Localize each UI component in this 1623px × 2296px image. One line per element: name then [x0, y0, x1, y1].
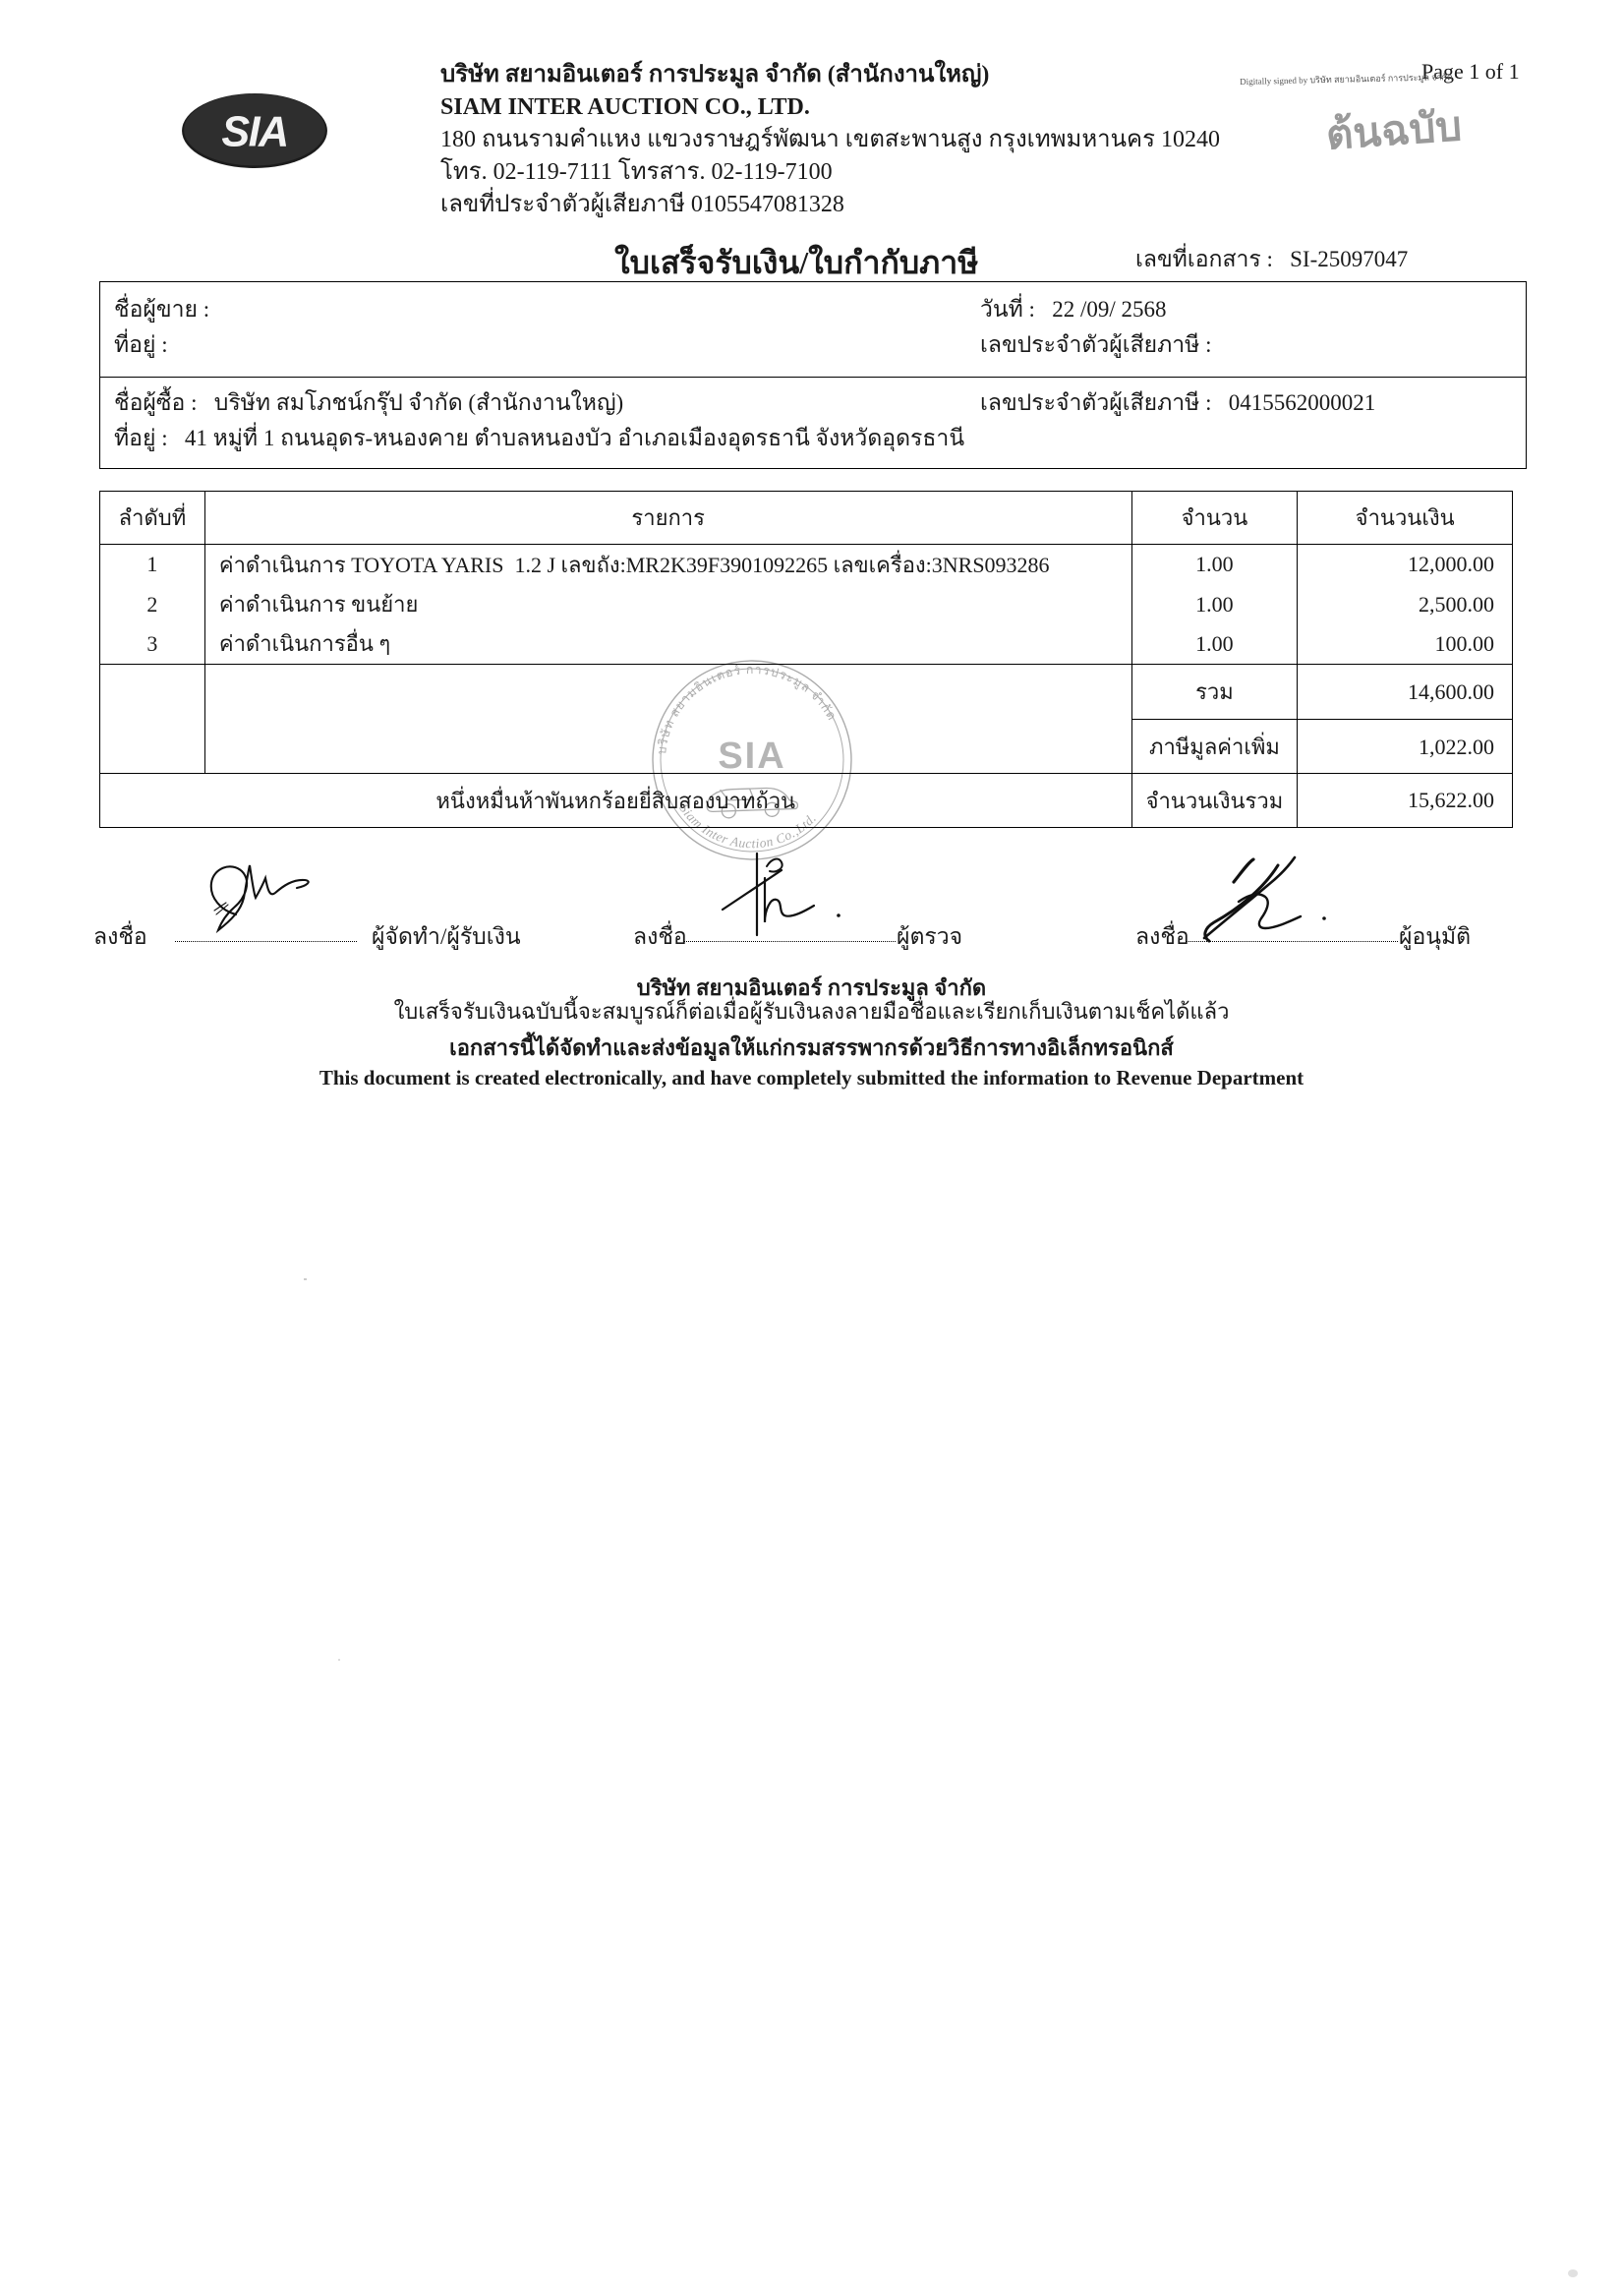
svg-text:SIA: SIA — [221, 108, 287, 155]
svg-text:SIA: SIA — [718, 736, 785, 777]
